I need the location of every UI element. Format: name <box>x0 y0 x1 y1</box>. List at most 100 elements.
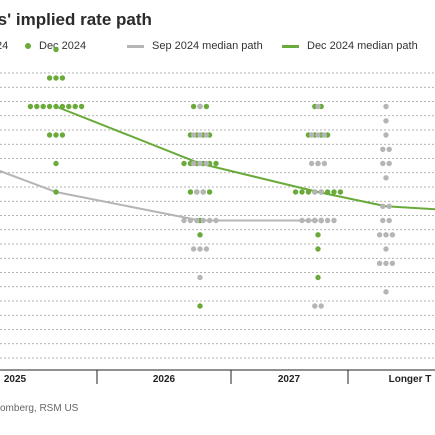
dec-2024-dot <box>53 46 59 53</box>
gray-dot <box>197 160 203 167</box>
x-tick-label: 2025 <box>4 374 27 385</box>
gray-dot <box>389 260 396 266</box>
gray-dot <box>380 160 386 167</box>
gray-dot <box>213 217 219 224</box>
gray-dot <box>331 217 337 224</box>
dec-2024-dot <box>53 103 59 110</box>
dec-2024-dot <box>46 132 53 138</box>
dec-2024-dot <box>181 160 187 167</box>
gray-dot <box>386 203 392 209</box>
gray-dot <box>321 132 328 138</box>
gray-dot <box>200 217 206 224</box>
gray-dot <box>308 132 315 138</box>
gray-dot <box>376 232 383 238</box>
legend-item-sep-median: Sep 2024 median path <box>127 40 263 52</box>
gray-dot <box>203 246 210 252</box>
legend-item-dec-dots: Dec 2024 <box>25 40 86 52</box>
gray-dot <box>383 118 389 124</box>
gray-dot <box>383 260 389 266</box>
gray-dot <box>321 160 328 167</box>
gray-dot <box>315 132 321 138</box>
dec-2024-dot <box>27 103 34 110</box>
source-note: omberg, RSM US <box>0 403 79 414</box>
gray-dot <box>383 175 389 181</box>
x-tick-label: 2027 <box>278 374 301 385</box>
gray-dot <box>386 146 392 152</box>
gray-dot <box>197 274 203 281</box>
gray-dot <box>200 189 206 195</box>
dec-2024-median-line <box>55 105 435 211</box>
dec-2024-dot <box>197 303 203 309</box>
dec-2024-dot <box>190 103 197 110</box>
dec-2024-dot <box>53 75 59 81</box>
gray-dot <box>308 160 315 167</box>
dec-2024-dot <box>292 189 299 195</box>
dec-2024-dot <box>78 103 85 110</box>
gray-dot <box>389 232 396 238</box>
gray-dot <box>376 260 383 266</box>
gray-dot <box>318 189 324 195</box>
gray-dot <box>383 132 389 138</box>
legend: 24 Dec 2024 Sep 2024 median path Dec 202… <box>0 40 435 60</box>
gray-dot <box>190 246 197 252</box>
gray-line-icon <box>127 44 144 48</box>
dec-2024-dot <box>46 75 53 81</box>
gray-dot <box>380 203 386 209</box>
gray-dot <box>380 217 386 224</box>
gray-dot <box>197 132 203 138</box>
gray-dot <box>194 189 200 195</box>
gray-dot <box>203 132 210 138</box>
gray-dot <box>315 103 321 110</box>
dec-2024-dot <box>213 160 219 167</box>
dec-2024-dot <box>324 189 331 195</box>
dec-2024-dot <box>59 132 66 138</box>
gray-dot <box>318 217 324 224</box>
gray-dot <box>187 217 194 224</box>
legend-dec-dots-label: Dec 2024 <box>39 40 87 52</box>
dec-2024-dot <box>46 103 53 110</box>
gray-dot <box>383 246 389 252</box>
gray-dot <box>190 160 197 167</box>
dec-2024-dot <box>305 189 312 195</box>
dec-2024-dot <box>53 132 59 138</box>
dec-2024-dot <box>40 103 46 110</box>
gray-dot <box>305 217 312 224</box>
gray-dot <box>380 146 386 152</box>
gray-dot <box>383 103 389 110</box>
dec-2024-dot <box>206 189 213 195</box>
dec-2024-dot <box>197 232 203 238</box>
dec-2024-dot <box>66 103 72 110</box>
gray-dot <box>181 217 187 224</box>
gray-dot <box>315 160 321 167</box>
gray-dot <box>190 132 197 138</box>
green-line-icon <box>282 44 299 48</box>
legend-dec-median-label: Dec 2024 median path <box>307 40 418 52</box>
dec-2024-dot <box>72 103 78 110</box>
gray-dot <box>318 303 324 309</box>
dec-2024-dot <box>299 189 305 195</box>
gray-dot <box>197 246 203 252</box>
legend-partial-label: 24 <box>0 40 9 52</box>
gray-dot <box>203 160 210 167</box>
dec-2024-dot <box>34 103 40 110</box>
dec-2024-dot <box>315 232 321 238</box>
gray-dot <box>386 217 392 224</box>
x-tick-label: 2026 <box>153 374 176 385</box>
gray-dot <box>206 217 213 224</box>
dec-2024-dot <box>203 103 210 110</box>
gray-dot <box>386 160 392 167</box>
dec-2024-dot <box>59 75 66 81</box>
gray-dot <box>383 289 389 295</box>
x-tick-label: Longer T <box>389 374 432 385</box>
dec-2024-dot <box>315 274 321 281</box>
gray-dot <box>312 189 318 195</box>
dec-2024-dot <box>59 103 66 110</box>
gray-dot <box>194 217 200 224</box>
legend-item-dec-median: Dec 2024 median path <box>282 40 418 52</box>
chart-title: ts' implied rate path <box>0 10 152 29</box>
dec-2024-dot <box>187 189 194 195</box>
green-dot-icon <box>25 43 31 49</box>
dot-plot-chart: 2025 2026 2027 Longer T <box>0 46 435 385</box>
gray-dot <box>312 303 318 309</box>
dec-2024-dot <box>53 160 59 167</box>
